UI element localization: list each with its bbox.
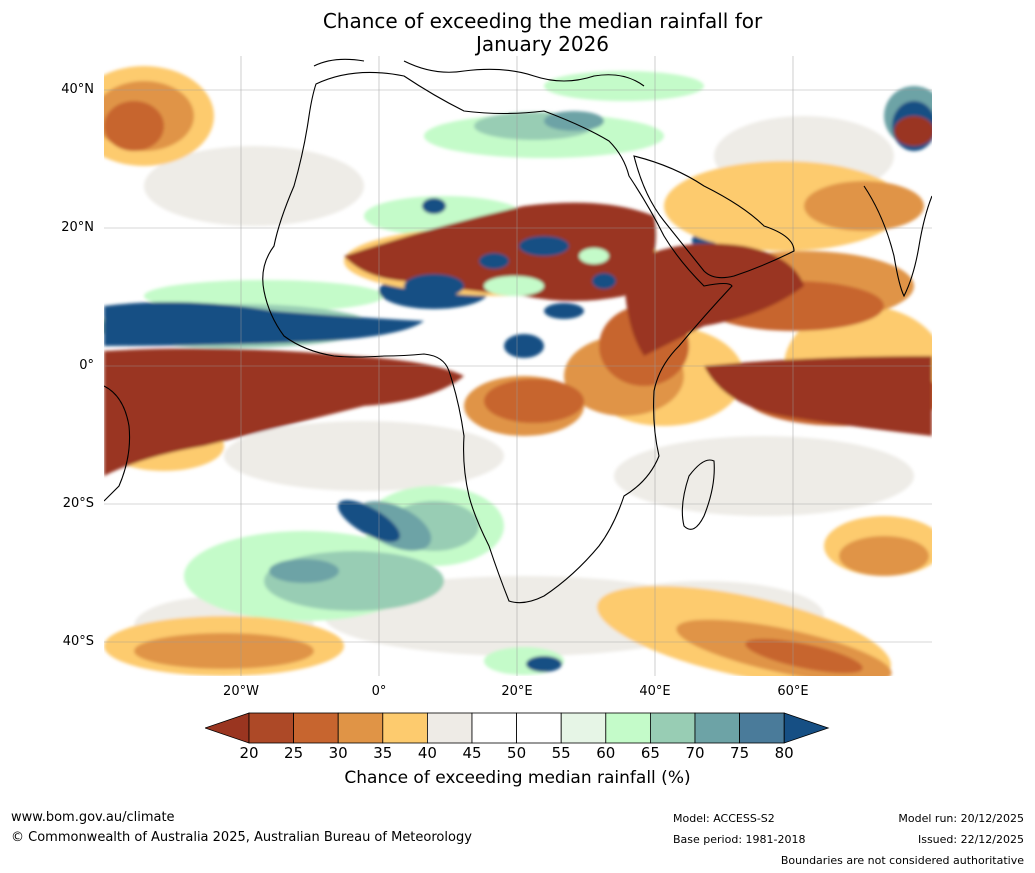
colorbar-tick-label: 50 xyxy=(507,744,527,762)
colorbar-tick-label: 55 xyxy=(551,744,571,762)
title-line-1: Chance of exceeding the median rainfall … xyxy=(322,9,763,33)
lon-label-20e: 20°E xyxy=(501,684,533,699)
graticule xyxy=(104,56,932,676)
colorbar xyxy=(205,712,830,744)
base-period-text: Base period: 1981-2018 xyxy=(673,833,806,846)
colorbar-segment xyxy=(739,712,785,744)
india-coastline xyxy=(863,185,932,298)
issued-text: Issued: 22/12/2025 xyxy=(917,833,1024,846)
colorbar-tick-label: 65 xyxy=(640,744,660,762)
colorbar-tick-label: 40 xyxy=(417,744,437,762)
disclaimer-text: Boundaries are not considered authoritat… xyxy=(780,854,1024,867)
lon-label-60e: 60°E xyxy=(777,684,809,699)
rainfall-map xyxy=(104,56,932,676)
lat-label-40n: 40°N xyxy=(61,82,94,97)
colorbar-segment xyxy=(471,712,517,744)
colorbar-segment xyxy=(426,712,473,744)
arabia-coastline xyxy=(633,155,795,279)
colorbar-segment xyxy=(248,712,294,744)
colorbar-segment xyxy=(694,712,740,744)
colorbar-tick-label: 35 xyxy=(373,744,393,762)
rainfall-field xyxy=(104,66,932,676)
colorbar-tick-label: 70 xyxy=(685,744,705,762)
colorbar-tick-label: 75 xyxy=(730,744,750,762)
colorbar-tick-label: 60 xyxy=(596,744,616,762)
europe-coastline xyxy=(313,58,645,87)
colorbar-tick-labels: 20 25 30 35 40 45 50 55 60 65 70 75 80 xyxy=(0,744,1035,764)
map-svg xyxy=(104,56,932,676)
south-america-coastline xyxy=(104,385,131,502)
colorbar-segment xyxy=(560,712,607,744)
lat-label-20n: 20°N xyxy=(61,220,94,235)
map-title: Chance of exceeding the median rainfall … xyxy=(0,10,1035,56)
colorbar-title: Chance of exceeding median rainfall (%) xyxy=(344,768,691,788)
colorbar-tick-label: 30 xyxy=(328,744,348,762)
colorbar-tick-label: 45 xyxy=(462,744,482,762)
africa-coastline xyxy=(262,71,733,604)
colorbar-arrow-high xyxy=(783,712,830,744)
colorbar-tick-label: 20 xyxy=(239,744,259,762)
coastlines xyxy=(104,58,932,604)
model-run-text: Model run: 20/12/2025 xyxy=(898,812,1024,825)
lat-label-0: 0° xyxy=(79,358,94,373)
lon-label-0: 0° xyxy=(371,684,387,699)
colorbar-segment xyxy=(605,712,651,744)
colorbar-segment xyxy=(293,712,339,744)
copyright-text: © Commonwealth of Australia 2025, Austra… xyxy=(11,830,472,845)
lon-label-40e: 40°E xyxy=(639,684,671,699)
website-link[interactable]: www.bom.gov.au/climate xyxy=(11,810,175,825)
colorbar-tick-label: 80 xyxy=(774,744,794,762)
model-text: Model: ACCESS-S2 xyxy=(673,812,775,825)
lon-label-20w: 20°W xyxy=(223,684,259,699)
madagascar-coastline xyxy=(681,459,715,530)
colorbar-arrow-low xyxy=(205,712,250,744)
colorbar-tick-label: 25 xyxy=(284,744,304,762)
colorbar-segment xyxy=(337,712,384,744)
lat-label-20s: 20°S xyxy=(62,496,94,511)
lat-label-40s: 40°S xyxy=(62,634,94,649)
colorbar-segment xyxy=(382,712,428,744)
title-line-2: January 2026 xyxy=(475,32,610,56)
colorbar-segment xyxy=(649,712,696,744)
colorbar-segment xyxy=(516,712,562,744)
